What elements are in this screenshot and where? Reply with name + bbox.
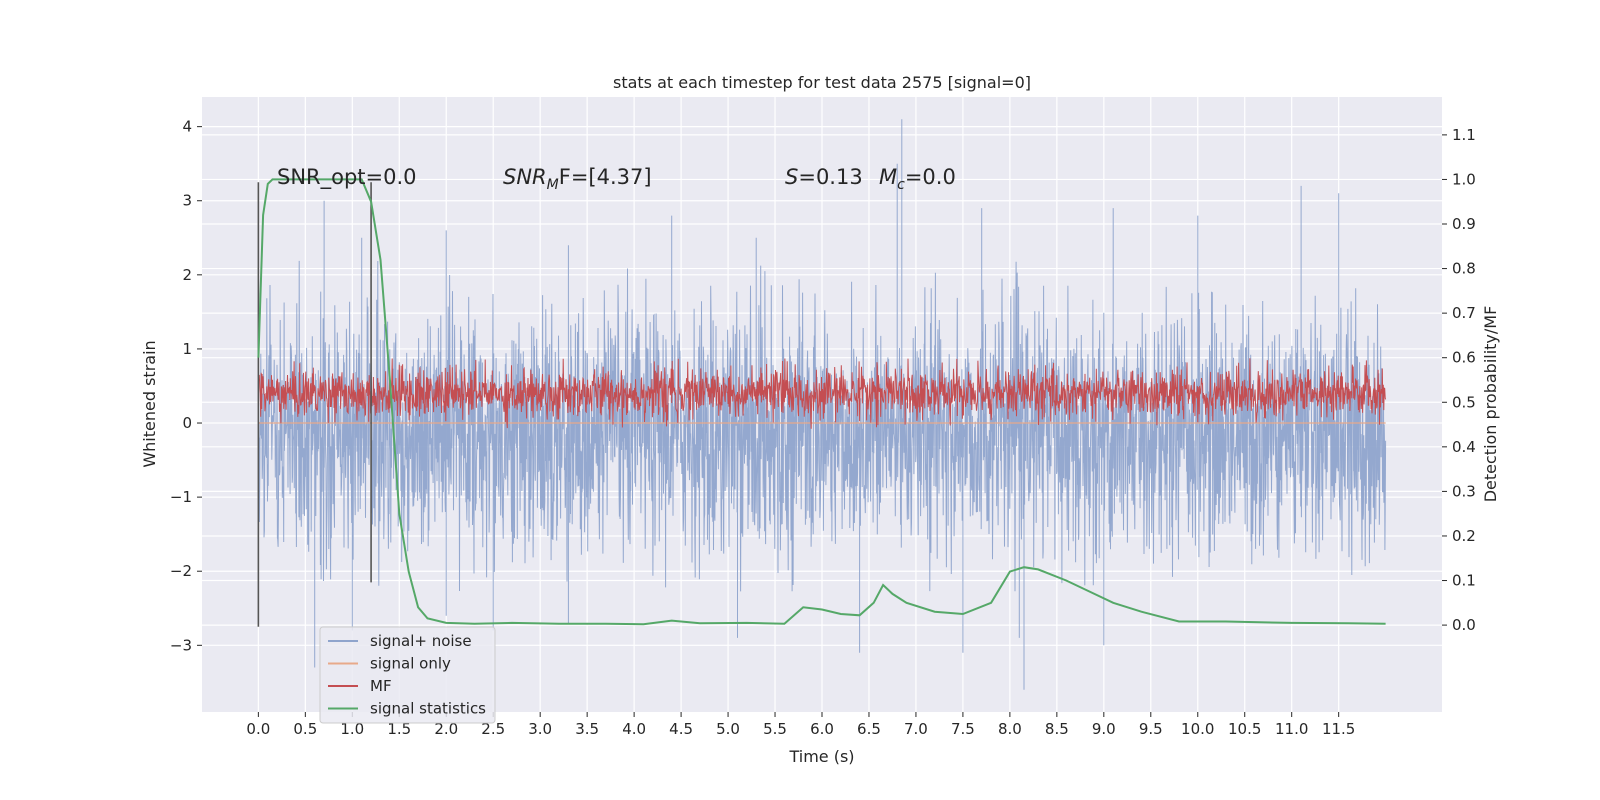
x-axis-label: Time (s) [788,747,854,766]
annotation-snr-mf-main: SNR [503,165,547,189]
x-tick-label: 9.5 [1139,720,1163,738]
x-tick-label: 6.5 [857,720,881,738]
y-tick-label: 0 [182,414,192,432]
y-tick-label: 2 [182,266,192,284]
y-tick-label: −1 [170,488,192,506]
signal-statistics-line [257,178,1386,626]
y2-tick-label: 1.1 [1452,126,1476,144]
y-axis-ticks: −3 −2 −1 0 1 2 3 4 [170,118,202,654]
y-tick-label: 4 [182,118,192,136]
legend-label-1: signal only [370,655,451,673]
y-axis-label: Whitened strain [140,340,159,467]
x-tick-label: 11.0 [1275,720,1308,738]
x-tick-label: 4.0 [622,720,646,738]
mf-series [257,358,1387,429]
x-tick-label: 0.5 [293,720,317,738]
y-tick-label: −3 [170,636,192,654]
vertical-markers [257,182,372,627]
y2-tick-label: 1.0 [1452,170,1476,188]
x-tick-label: 1.0 [340,720,364,738]
x-tick-label: 3.0 [528,720,552,738]
x-tick-label: 7.5 [951,720,975,738]
y2-tick-label: 0.7 [1452,304,1476,322]
annotation-snr-mf-rest: F=[4.37] [559,165,652,189]
annotation-snr-mf: SNRMF=[4.37] [503,165,652,193]
x-tick-label: 11.5 [1322,720,1355,738]
x-tick-label: 6.0 [810,720,834,738]
legend: signal+ noise signal only MF signal statist… [319,626,496,724]
x-tick-label: 2.5 [481,720,505,738]
x-tick-label: 10.5 [1228,720,1261,738]
x-tick-label: 3.5 [575,720,599,738]
annotation-s: S=0.13 [785,165,863,189]
y2-axis-ticks: 0.0 0.1 0.2 0.3 0.4 0.5 0.6 0.7 0.8 0.9 1.0 1.1 [1442,126,1476,634]
y2-tick-label: 0.5 [1452,393,1476,411]
x-tick-label: 10.0 [1181,720,1214,738]
annotation-mc-sub: c [897,177,905,193]
y2-tick-label: 0.0 [1452,616,1476,634]
y2-tick-label: 0.1 [1452,572,1476,590]
x-tick-label: 4.5 [669,720,693,738]
chart-title: stats at each timestep for test data 257… [613,73,1031,92]
legend-label-3: signal statistics [370,700,486,718]
annotation-snr-opt: SNR_opt=0.0 [277,165,417,190]
y-tick-label: 1 [182,340,192,358]
y2-tick-label: 0.6 [1452,349,1476,367]
annotation-snr-mf-sub: M [547,177,559,193]
y2-tick-label: 0.2 [1452,527,1476,545]
x-tick-label: 7.0 [904,720,928,738]
x-tick-label: 5.5 [763,720,787,738]
y2-tick-label: 0.4 [1452,438,1476,456]
x-axis-ticks: 0.0 0.5 1.0 1.5 2.0 2.5 3.0 3.5 4.0 4.5 5.0 5.5 6.0 6… [246,712,1355,738]
x-tick-label: 2.0 [434,720,458,738]
annotation-mc: Mc=0.0 [879,165,956,193]
y2-axis-label: Detection probability/MF [1481,306,1500,503]
signal-noise-line [257,119,1387,690]
mf-line [257,358,1387,429]
annotation-s-rest: =0.13 [798,165,862,189]
x-tick-label: 8.5 [1045,720,1069,738]
x-tick-label: 0.0 [246,720,270,738]
y2-tick-label: 0.9 [1452,215,1476,233]
y2-tick-label: 0.3 [1452,482,1476,500]
x-tick-label: 1.5 [387,720,411,738]
y2-tick-label: 0.8 [1452,260,1476,278]
x-tick-label: 5.0 [716,720,740,738]
legend-box [319,626,496,724]
annotation-mc-main: M [879,165,897,189]
x-tick-label: 9.0 [1092,720,1116,738]
x-tick-label: 8.0 [998,720,1022,738]
annotation-mc-rest: =0.0 [905,165,956,189]
signal-noise-series [257,119,1387,690]
legend-label-0: signal+ noise [370,632,472,650]
y-tick-label: 3 [182,192,192,210]
legend-label-2: MF [370,677,392,695]
y-tick-label: −2 [170,562,192,580]
annotation-s-main: S [785,165,798,189]
